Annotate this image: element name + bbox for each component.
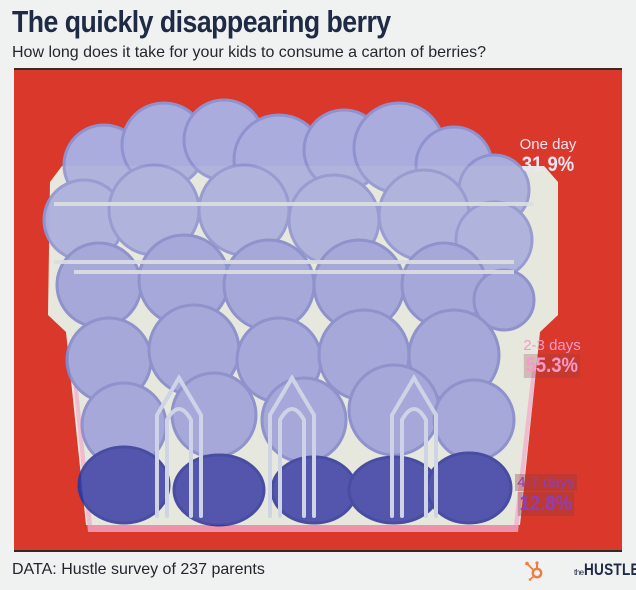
data-source-note: DATA: Hustle survey of 237 parents (12, 561, 265, 578)
label-4-7-days: 4-7 days 12.8% (506, 474, 586, 516)
label-value: 12.8% (518, 492, 574, 516)
label-2-3-days: 2-3 days 55.3% (512, 337, 592, 378)
chart-subtitle: How long does it take for your kids to c… (12, 44, 487, 61)
brand-name: HUSTLE (583, 560, 636, 579)
label-value: 31.9% (521, 153, 575, 176)
label-category: 4-7 days (515, 474, 577, 491)
label-value: 55.3% (524, 354, 580, 378)
brand-prefix: the (574, 568, 584, 577)
hubspot-sprocket-icon (525, 561, 543, 581)
chart-title: The quickly disappearing berry (12, 4, 391, 39)
label-category: One day (519, 136, 577, 153)
the-hustle-logo: theHUSTLE (574, 560, 636, 580)
berry-carton-illustration: One day 31.9% 2-3 days 55.3% 4-7 days 12… (14, 68, 622, 552)
label-category: 2-3 days (523, 337, 581, 354)
berry-carton-graphic (42, 98, 558, 532)
label-one-day: One day 31.9% (508, 136, 588, 177)
